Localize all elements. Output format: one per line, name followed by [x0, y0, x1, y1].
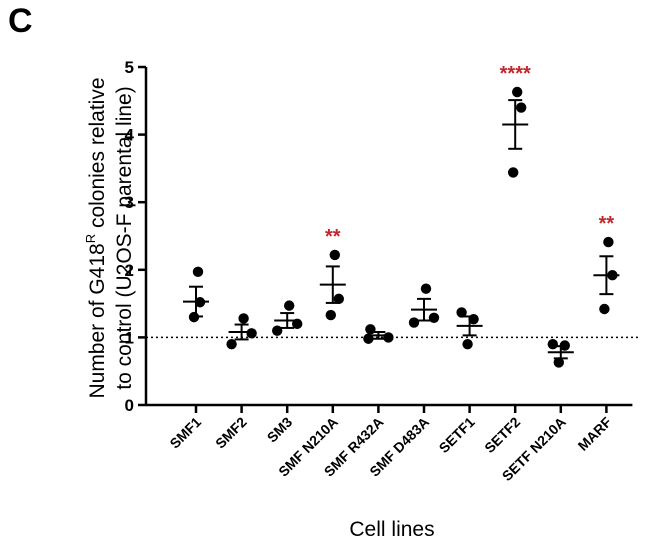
data-point — [516, 102, 527, 113]
x-tick-label: SETF2 — [481, 414, 523, 456]
data-point — [383, 332, 394, 343]
data-point — [462, 338, 473, 350]
axes — [144, 67, 633, 407]
data-point — [329, 249, 340, 261]
data-point — [325, 309, 336, 321]
data-point — [333, 293, 344, 305]
significance-label: ** — [325, 226, 341, 248]
data-point — [547, 338, 558, 350]
data-point — [408, 317, 420, 328]
data-point — [238, 313, 249, 324]
x-tick-label: SMF1 — [166, 414, 204, 452]
significance-label: **** — [500, 63, 531, 85]
y-axis-label-line2: to control (U2OS-F parental line) — [113, 86, 136, 389]
data-point — [192, 266, 204, 278]
data-marks — [183, 86, 620, 368]
significance-label: ** — [599, 213, 615, 235]
data-point — [599, 303, 610, 315]
y-axis-label-line1: Number of G418R colonies relative — [83, 77, 109, 398]
y-tick-label: 0 — [125, 396, 134, 415]
data-point — [246, 328, 257, 339]
data-point — [553, 357, 564, 368]
data-point — [226, 338, 237, 350]
data-point — [512, 86, 523, 98]
y-tick-label: 2 — [125, 261, 134, 280]
data-point — [284, 300, 295, 311]
panel-label: C — [8, 2, 33, 40]
y-tick-label: 1 — [125, 328, 134, 347]
significance-marks: ******** — [325, 63, 614, 248]
y-ticks: 0 1 2 3 4 5 — [125, 58, 146, 415]
x-tick-label: MARF — [575, 413, 615, 453]
x-tick-label: SETF1 — [436, 414, 478, 456]
data-point — [420, 283, 432, 294]
axis-labels: Number of G418R colonies relative to con… — [83, 77, 435, 541]
x-tick-label: SM3 — [264, 414, 296, 446]
x-tick-label: SMF2 — [212, 414, 250, 452]
data-point — [508, 167, 519, 178]
y-tick-label: 4 — [125, 126, 135, 145]
data-point — [272, 325, 283, 336]
data-point — [428, 312, 440, 323]
x-axis-label: Cell lines — [349, 518, 434, 541]
y-tick-label: 5 — [125, 58, 134, 77]
y-tick-label: 3 — [125, 193, 134, 212]
data-point — [603, 236, 614, 248]
data-point — [456, 307, 467, 318]
